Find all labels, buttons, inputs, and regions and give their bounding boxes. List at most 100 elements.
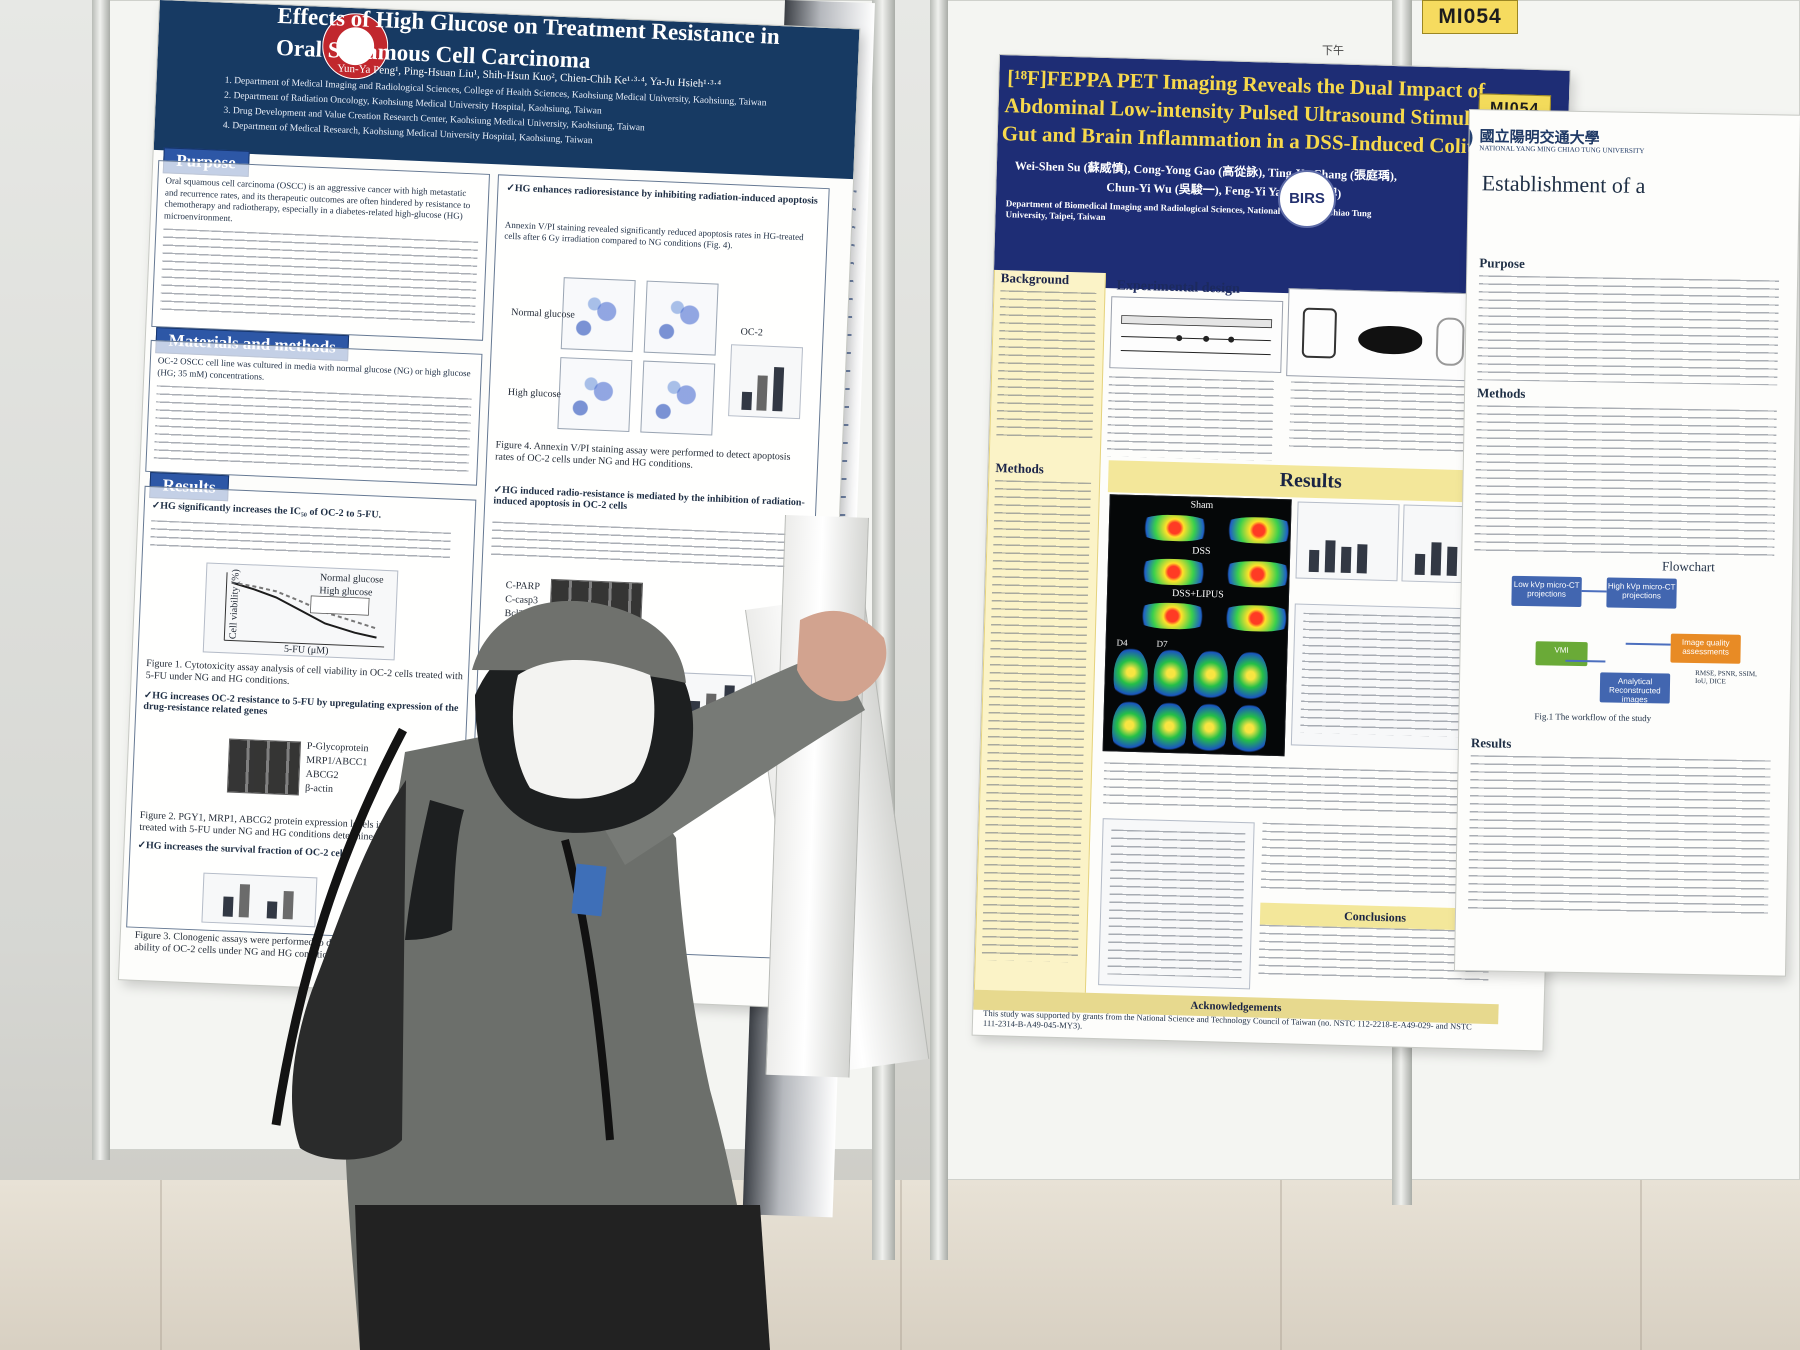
brain-scan-image	[1192, 649, 1229, 705]
purpose-body-lines	[159, 228, 479, 327]
far-purpose-lines	[1477, 275, 1780, 386]
background-body-lines	[996, 290, 1097, 443]
board-pole	[930, 0, 948, 1260]
mrna-bars	[1107, 829, 1246, 979]
mouse-anatomy-icon	[1435, 317, 1465, 367]
board-pole	[872, 0, 895, 1260]
western-label: ABCG2	[305, 768, 339, 782]
flow-low-kvp: Low kVp micro-CT projections	[1511, 575, 1582, 608]
experimental-groups-table	[1106, 376, 1275, 461]
timeline-diagram	[1120, 315, 1273, 356]
flow-cytometry-panel	[643, 280, 719, 356]
apoptosis-bar	[772, 367, 785, 412]
left-research-poster: Effects of High Glucose on Treatment Res…	[118, 0, 860, 1009]
brain-scan-image	[1112, 647, 1149, 703]
suv-bar	[1356, 544, 1368, 574]
flow-vmi: VMI	[1535, 641, 1588, 667]
dss-lipus-pet-row	[1123, 596, 1292, 645]
pet-hotspot	[1217, 604, 1292, 633]
flow-arrow-icon	[1581, 590, 1607, 593]
far-figure-caption: Fig.1 The workflow of the study	[1534, 711, 1652, 724]
schematic-caption-lines	[1289, 381, 1471, 457]
blot-label: Bcl2	[504, 607, 524, 620]
brain-scan-image	[1152, 648, 1189, 704]
flow-cytometry-panel	[557, 357, 633, 433]
university-name-english: NATIONAL YANG MING CHIAO TUNG UNIVERSITY	[1479, 144, 1645, 156]
pet-hotspot	[1218, 560, 1292, 589]
dss-label: DSS	[1192, 545, 1211, 558]
far-poster-title: Establishment of a	[1481, 170, 1646, 199]
protein-bar	[598, 694, 610, 717]
pet-hotspot	[1133, 601, 1212, 631]
high-glucose-legend: High glucose	[319, 585, 373, 599]
suv-bar	[1414, 553, 1426, 576]
cell-viability-curve	[223, 572, 385, 648]
far-methods-lines	[1474, 405, 1777, 561]
floor-tile-seam	[900, 1180, 902, 1350]
suv-bar	[1340, 546, 1352, 573]
flow-recon: Analytical Reconstructed images	[1599, 672, 1671, 705]
western-blot-image	[226, 738, 302, 796]
flowchart-heading: Flowchart	[1661, 558, 1715, 575]
clonogenic-chart	[201, 872, 318, 928]
blot-label: C-PARP	[505, 579, 541, 593]
experimental-timeline	[1109, 296, 1284, 373]
brain-scan-image	[1111, 700, 1148, 756]
protein-bar	[614, 685, 626, 718]
methods-body-lines	[981, 480, 1092, 963]
pet-hotspot	[1134, 557, 1213, 587]
far-results-lines	[1468, 755, 1771, 916]
suv-bar	[1324, 540, 1336, 573]
brain-scan-image	[1232, 650, 1269, 706]
protein-bar	[705, 693, 717, 721]
flow-quality: Image quality assessments	[1670, 633, 1741, 664]
apoptosis-western-blot	[548, 578, 644, 655]
board-pole	[92, 0, 110, 1160]
western-label: β-actin	[304, 782, 334, 795]
far-methods-heading: Methods	[1476, 385, 1526, 402]
floor-tile-seam	[1280, 1180, 1282, 1350]
floor	[0, 1180, 1800, 1350]
protein-level-chart	[676, 672, 753, 730]
high-glucose-row-label: High glucose	[507, 386, 562, 401]
fu-axis-label: 5-FU (μM)	[283, 643, 329, 657]
d4-label: D4	[1116, 637, 1128, 648]
floor-tile-seam	[1640, 1180, 1642, 1350]
floor-tile-seam	[520, 1180, 522, 1350]
protein-level-chart	[494, 664, 571, 722]
poster-board-code-label: MI054	[1422, 0, 1518, 34]
apoptosis-bar	[756, 375, 768, 411]
cell-viability-chart: Normal glucose High glucose Cell viabili…	[202, 562, 399, 661]
suv-bar	[1308, 549, 1320, 573]
far-results-heading: Results	[1470, 735, 1512, 751]
ultrasound-device-icon	[1301, 307, 1338, 359]
sham-label: Sham	[1190, 499, 1214, 512]
brain-scan-image	[1231, 703, 1267, 757]
flow-cytometry-panel	[640, 360, 716, 436]
abdomen-suv-chart	[1295, 501, 1400, 582]
blot-label: Bax	[503, 621, 521, 634]
blot-label: β-actin	[503, 635, 532, 649]
birs-logo: BIRS	[1278, 170, 1336, 228]
flow-metrics: RMSE, PSNR, SSIM, IoU, DICE	[1694, 669, 1757, 686]
protein-bar	[723, 685, 735, 722]
apoptosis-bar	[741, 391, 753, 411]
protein-bar	[507, 688, 519, 713]
pet-ct-image-panel: Sham DSS DSS+LIPUS D4 D7	[1102, 494, 1292, 757]
clonogenic-bar	[222, 896, 234, 917]
oc2-chart-label: OC-2	[740, 326, 764, 339]
dss-lipus-label: DSS+LIPUS	[1171, 588, 1224, 601]
lipus-setup-schematic	[1286, 288, 1481, 382]
right-research-poster: 國立陽明交通大學 NATIONAL YANG MING CHIAO TUNG U…	[1454, 110, 1800, 976]
protein-bar	[689, 700, 701, 721]
protein-bar	[632, 688, 644, 718]
far-purpose-heading: Purpose	[1479, 255, 1525, 271]
floor-tile-seam	[160, 1180, 162, 1350]
d7-label: D7	[1156, 638, 1168, 649]
figure-caption-lines	[1103, 762, 1495, 816]
suv-bar	[1446, 546, 1458, 576]
brain-scan-image	[1151, 701, 1187, 757]
flow-arrow-icon	[1625, 642, 1671, 646]
background-heading: Background	[1000, 270, 1070, 288]
